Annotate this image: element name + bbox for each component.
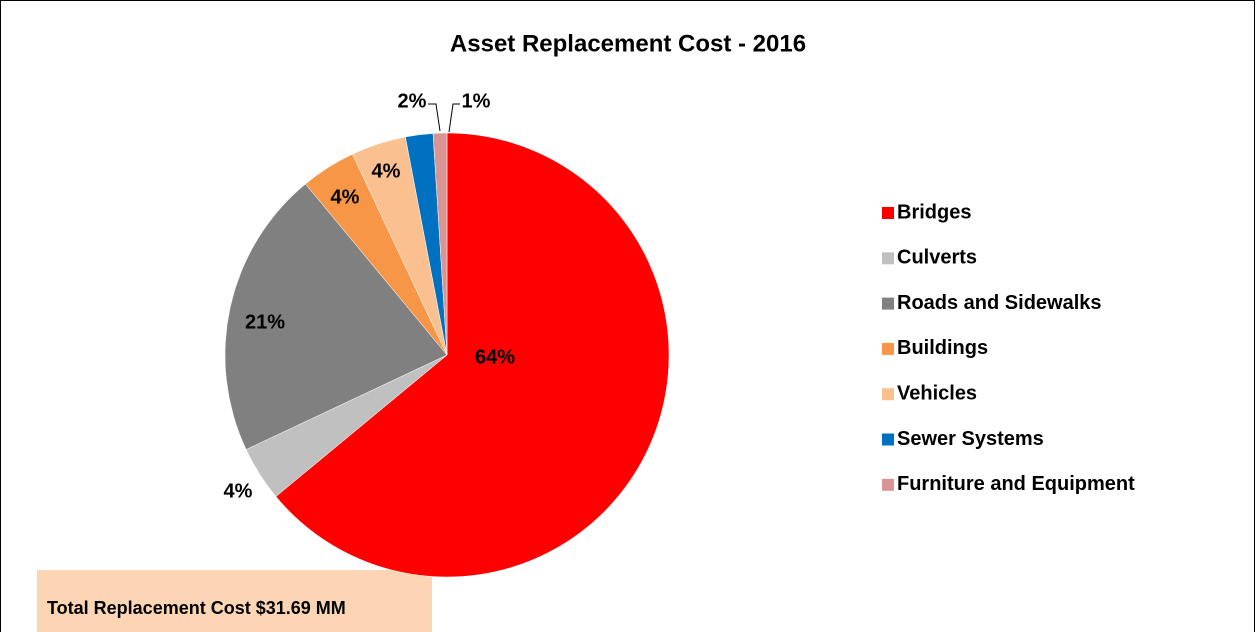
chart-title: Asset Replacement Cost - 2016 xyxy=(450,30,806,57)
pie-slice xyxy=(224,183,448,450)
legend-label: Vehicles xyxy=(897,382,977,404)
legend-label: Culverts xyxy=(897,247,977,269)
leader-line xyxy=(448,103,460,133)
legend-swatch xyxy=(882,252,894,265)
note-box xyxy=(37,570,432,632)
legend-swatch xyxy=(882,433,894,446)
legend-label: Sewer Systems xyxy=(897,428,1044,450)
legend-label: Bridges xyxy=(897,201,971,223)
note: Total Replacement Cost $31.69 MM xyxy=(47,598,346,618)
pie-slice xyxy=(275,132,670,578)
data-label: 4% xyxy=(372,160,401,182)
legend-swatch xyxy=(882,207,894,219)
legend-swatch xyxy=(882,388,894,401)
data-label: 2% xyxy=(398,90,427,112)
legend-swatch xyxy=(882,297,894,310)
legend-swatch xyxy=(882,342,894,355)
data-label: 21% xyxy=(245,311,285,333)
data-label: 4% xyxy=(224,480,253,502)
legend-label: Furniture and Equipment xyxy=(897,473,1135,495)
legend-label: Buildings xyxy=(897,337,988,359)
data-label: 64% xyxy=(475,346,515,368)
data-label: 4% xyxy=(331,186,360,208)
leader-line xyxy=(428,103,441,132)
legend-label: Roads and Sidewalks xyxy=(897,292,1102,314)
pie-slice xyxy=(432,132,448,356)
data-label: 1% xyxy=(462,90,491,112)
legend-swatch xyxy=(882,478,894,491)
